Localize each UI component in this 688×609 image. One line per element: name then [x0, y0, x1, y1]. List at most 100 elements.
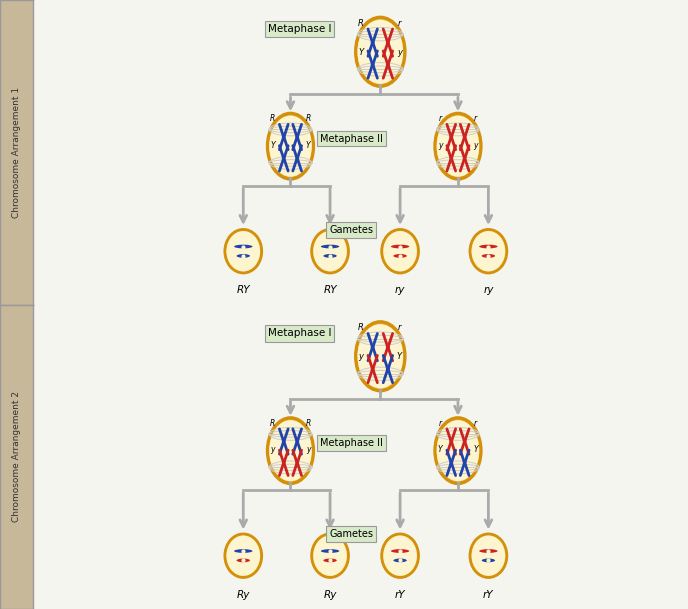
- Text: Ry: Ry: [237, 590, 250, 600]
- Ellipse shape: [312, 534, 349, 577]
- Ellipse shape: [437, 116, 480, 177]
- Ellipse shape: [226, 231, 260, 271]
- Ellipse shape: [394, 558, 407, 562]
- Circle shape: [464, 462, 466, 464]
- Text: R: R: [305, 114, 311, 123]
- Ellipse shape: [470, 534, 507, 577]
- Ellipse shape: [321, 245, 339, 248]
- Circle shape: [283, 157, 285, 160]
- Circle shape: [296, 136, 299, 138]
- Text: Metaphase II: Metaphase II: [320, 133, 383, 144]
- Text: y: y: [270, 445, 275, 454]
- Text: ry: ry: [483, 285, 493, 295]
- Text: Y: Y: [473, 445, 478, 454]
- Text: Y: Y: [438, 445, 442, 454]
- Ellipse shape: [225, 534, 261, 577]
- Text: R: R: [305, 419, 311, 428]
- Ellipse shape: [356, 322, 405, 390]
- Circle shape: [296, 462, 299, 464]
- Ellipse shape: [391, 245, 409, 248]
- Text: Metaphase I: Metaphase I: [268, 24, 332, 34]
- Circle shape: [296, 157, 299, 160]
- Ellipse shape: [472, 231, 505, 271]
- Circle shape: [450, 462, 453, 464]
- Circle shape: [387, 368, 389, 370]
- Circle shape: [372, 63, 374, 66]
- Ellipse shape: [237, 254, 250, 258]
- Ellipse shape: [269, 420, 312, 481]
- Ellipse shape: [383, 231, 417, 271]
- Text: Chromosome Arrangement 2: Chromosome Arrangement 2: [12, 391, 21, 523]
- Circle shape: [372, 346, 374, 348]
- Ellipse shape: [435, 418, 481, 484]
- Ellipse shape: [323, 254, 336, 258]
- Text: RY: RY: [323, 285, 337, 295]
- Ellipse shape: [313, 231, 347, 271]
- Text: Gametes: Gametes: [330, 529, 374, 540]
- Ellipse shape: [382, 230, 418, 273]
- Ellipse shape: [479, 549, 497, 553]
- Text: Metaphase I: Metaphase I: [268, 328, 332, 339]
- Text: Ry: Ry: [323, 590, 336, 600]
- Ellipse shape: [470, 230, 507, 273]
- Circle shape: [464, 136, 466, 138]
- Text: Chromosome Arrangement 1: Chromosome Arrangement 1: [12, 86, 21, 218]
- Ellipse shape: [391, 549, 409, 553]
- Text: Y: Y: [270, 141, 275, 150]
- Text: R: R: [358, 323, 364, 333]
- Ellipse shape: [234, 245, 252, 248]
- Text: r: r: [474, 419, 477, 428]
- Circle shape: [387, 346, 389, 348]
- Text: r: r: [398, 323, 401, 333]
- Text: Metaphase II: Metaphase II: [320, 438, 383, 448]
- Ellipse shape: [383, 536, 417, 576]
- Circle shape: [387, 63, 389, 66]
- Circle shape: [283, 462, 285, 464]
- Ellipse shape: [482, 254, 495, 258]
- Ellipse shape: [382, 534, 418, 577]
- Circle shape: [450, 440, 453, 443]
- Ellipse shape: [472, 536, 505, 576]
- Text: r: r: [439, 419, 442, 428]
- Text: R: R: [270, 419, 275, 428]
- Text: y: y: [397, 48, 402, 57]
- Circle shape: [296, 440, 299, 443]
- Text: R: R: [358, 19, 364, 28]
- Text: RY: RY: [237, 285, 250, 295]
- Ellipse shape: [358, 20, 403, 83]
- Text: r: r: [398, 19, 401, 28]
- Circle shape: [387, 41, 389, 44]
- Ellipse shape: [269, 116, 312, 177]
- Text: y: y: [306, 445, 310, 454]
- Ellipse shape: [226, 536, 260, 576]
- Ellipse shape: [237, 558, 250, 562]
- Circle shape: [283, 136, 285, 138]
- Ellipse shape: [313, 536, 347, 576]
- Text: Gametes: Gametes: [330, 225, 374, 235]
- Text: y: y: [473, 141, 478, 150]
- Text: y: y: [438, 141, 442, 150]
- Ellipse shape: [394, 254, 407, 258]
- Ellipse shape: [435, 113, 481, 179]
- Circle shape: [283, 440, 285, 443]
- Circle shape: [372, 41, 374, 44]
- Text: R: R: [270, 114, 275, 123]
- Ellipse shape: [479, 245, 497, 248]
- Text: r: r: [439, 114, 442, 123]
- Text: rY: rY: [483, 590, 494, 600]
- Circle shape: [464, 157, 466, 160]
- Ellipse shape: [268, 418, 314, 484]
- Circle shape: [450, 157, 453, 160]
- Ellipse shape: [323, 558, 336, 562]
- Ellipse shape: [358, 324, 403, 389]
- Text: Y: Y: [397, 353, 402, 361]
- Ellipse shape: [321, 549, 339, 553]
- Circle shape: [450, 136, 453, 138]
- Ellipse shape: [437, 420, 480, 481]
- Text: r: r: [474, 114, 477, 123]
- Text: y: y: [358, 353, 364, 361]
- Ellipse shape: [482, 558, 495, 562]
- Ellipse shape: [234, 549, 252, 553]
- Text: Y: Y: [358, 48, 364, 57]
- Text: rY: rY: [395, 590, 405, 600]
